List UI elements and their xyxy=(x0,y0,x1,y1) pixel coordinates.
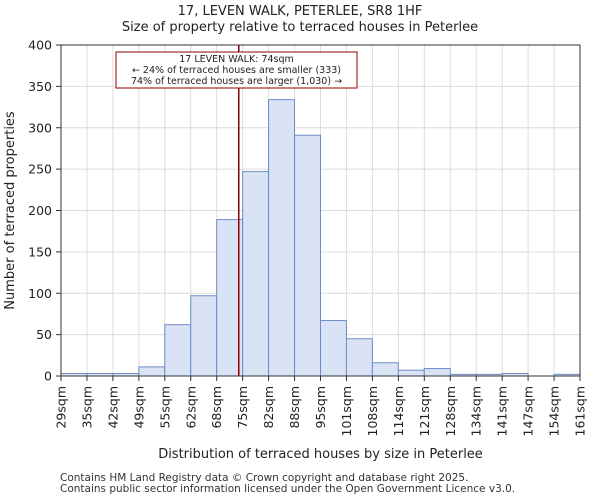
y-axis: 0 50 100 150 200 250 300 350 400 xyxy=(28,38,61,384)
x-tick-label: 141sqm xyxy=(495,386,510,436)
y-tick-label: 300 xyxy=(28,120,52,135)
bar-62sqm xyxy=(190,295,218,377)
footer-line-1: Contains HM Land Registry data © Crown c… xyxy=(60,472,469,484)
chart-subtitle: Size of property relative to terraced ho… xyxy=(121,20,479,35)
x-tick-label: 108sqm xyxy=(365,386,380,436)
x-tick-label: 55sqm xyxy=(157,386,172,429)
annotation-line-2: ← 24% of terraced houses are smaller (33… xyxy=(132,65,341,76)
bar-101sqm xyxy=(345,338,373,377)
y-tick-label: 200 xyxy=(28,203,52,218)
x-tick-label: 134sqm xyxy=(469,386,484,436)
y-tick-label: 50 xyxy=(36,327,52,342)
bar-49sqm xyxy=(138,366,166,377)
x-tick-label: 29sqm xyxy=(54,386,69,429)
bar-88sqm xyxy=(294,134,321,377)
bar-108sqm xyxy=(371,362,399,377)
x-tick-label: 114sqm xyxy=(391,386,406,436)
x-tick-label: 82sqm xyxy=(261,386,276,429)
x-axis: 29sqm 35sqm 42sqm 49sqm 55sqm 62sqm 68sqm 75sqm… xyxy=(54,376,588,436)
x-tick-label: 101sqm xyxy=(339,386,354,436)
x-tick-label: 147sqm xyxy=(521,386,536,436)
y-tick-label: 0 xyxy=(44,369,52,384)
y-axis-label: Number of terraced properties xyxy=(3,111,18,310)
x-tick-label: 62sqm xyxy=(183,386,198,429)
bar-121sqm xyxy=(423,368,451,377)
bar-95sqm xyxy=(320,320,347,377)
x-tick-label: 75sqm xyxy=(235,386,250,429)
x-tick-label: 154sqm xyxy=(547,386,562,436)
annotation-box: 17 LEVEN WALK: 74sqm ← 24% of terraced h… xyxy=(115,51,358,89)
y-tick-label: 400 xyxy=(28,38,52,53)
footer: Contains HM Land Registry data © Crown c… xyxy=(60,473,515,495)
y-tick-label: 250 xyxy=(28,162,52,177)
x-axis-label: Distribution of terraced houses by size … xyxy=(158,447,483,462)
x-tick-label: 121sqm xyxy=(417,386,432,436)
annotation-frame xyxy=(115,51,358,89)
bar-75sqm xyxy=(242,171,270,377)
bar-82sqm xyxy=(268,99,296,377)
x-tick-label: 161sqm xyxy=(573,386,588,436)
y-tick-label: 150 xyxy=(28,244,52,259)
x-tick-label: 42sqm xyxy=(105,386,120,429)
bar-114sqm xyxy=(397,369,425,377)
x-tick-label: 49sqm xyxy=(131,386,146,429)
x-tick-label: 68sqm xyxy=(209,386,224,429)
x-tick-label: 35sqm xyxy=(79,386,94,429)
y-tick-label: 100 xyxy=(28,286,52,301)
footer-line-2: Contains public sector information licen… xyxy=(60,483,516,495)
x-tick-label: 88sqm xyxy=(287,386,302,429)
bars xyxy=(60,99,581,377)
annotation-line-3: 74% of terraced houses are larger (1,030… xyxy=(131,76,342,87)
bar-55sqm xyxy=(164,324,192,377)
x-tick-label: 95sqm xyxy=(313,386,328,429)
y-tick-label: 350 xyxy=(28,79,52,94)
x-tick-label: 128sqm xyxy=(443,386,458,436)
annotation-line-1: 17 LEVEN WALK: 74sqm xyxy=(179,54,293,65)
chart-title: 17, LEVEN WALK, PETERLEE, SR8 1HF xyxy=(177,4,423,19)
